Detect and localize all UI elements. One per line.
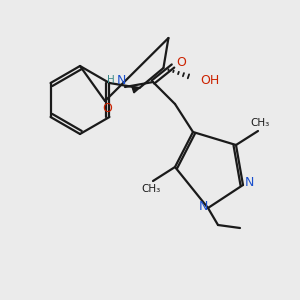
Text: CH₃: CH₃ <box>250 118 270 128</box>
Text: H: H <box>107 75 115 85</box>
Text: CH₃: CH₃ <box>141 184 160 194</box>
Text: O: O <box>102 103 112 116</box>
Text: OH: OH <box>200 74 219 88</box>
Text: N: N <box>244 176 254 190</box>
Text: N: N <box>116 74 126 86</box>
Text: O: O <box>176 56 186 70</box>
Polygon shape <box>132 87 140 93</box>
Text: N: N <box>198 200 208 214</box>
